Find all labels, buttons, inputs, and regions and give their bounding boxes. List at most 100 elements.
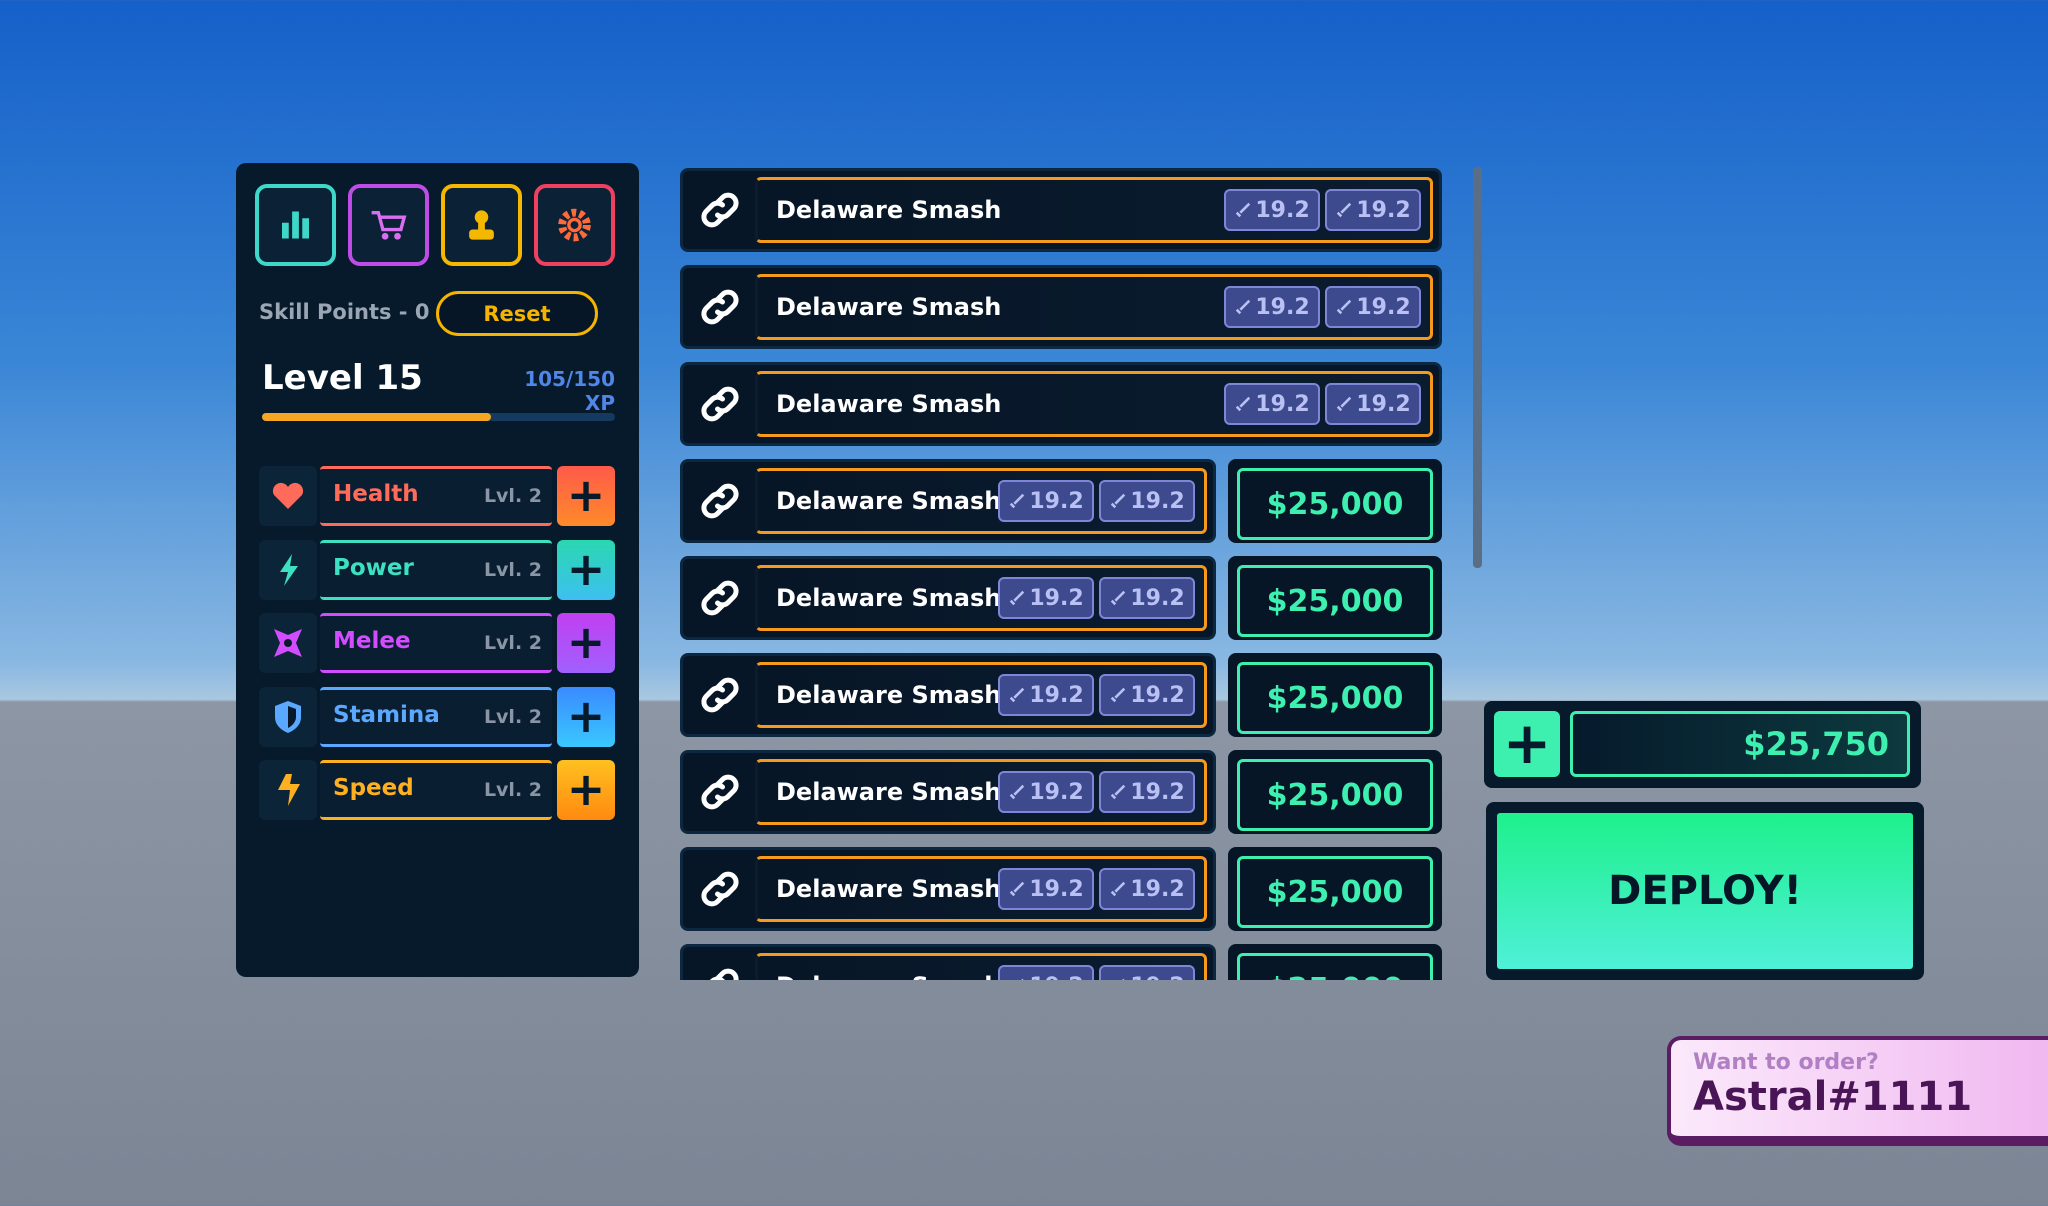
reset-button[interactable]: Reset: [436, 291, 598, 336]
promo-caption: Want to order?: [1693, 1050, 1879, 1075]
toolbar-button[interactable]: [441, 184, 522, 266]
move-name: Delaware Smash: [776, 778, 1002, 806]
stat-icon: [259, 760, 317, 820]
move-name: Delaware Smash: [776, 972, 1001, 980]
move-name: Delaware Smash: [776, 584, 1002, 612]
move-row[interactable]: Delaware Smash 19.2 19.2: [680, 459, 1216, 543]
move-name: Delaware Smash: [776, 875, 1002, 903]
stat-pill: 19.2: [1224, 286, 1320, 328]
stat-bar: [320, 760, 552, 820]
stat-pill: 19.2: [1099, 965, 1195, 980]
stat-value: 19.2: [1130, 876, 1185, 902]
stat-pill: 19.2: [1325, 286, 1421, 328]
upgrade-button[interactable]: +: [557, 613, 615, 673]
skill-points: Skill Points - 0: [259, 300, 430, 324]
price: $25,000: [1237, 468, 1433, 540]
stat-value: 19.2: [1029, 682, 1084, 708]
move-name: Delaware Smash: [776, 196, 1002, 224]
link-icon: [695, 864, 745, 914]
move-row[interactable]: Delaware Smash 19.2 19.2: [680, 362, 1442, 446]
price-box[interactable]: $25,000: [1228, 847, 1442, 931]
price-box[interactable]: $25,000: [1228, 944, 1442, 980]
level: Level 15: [262, 358, 423, 398]
move-row[interactable]: Delaware Smash 19.2 19.2: [680, 168, 1442, 252]
stat-value: 19.2: [1255, 294, 1310, 320]
link-icon: [695, 573, 745, 623]
upgrade-button[interactable]: +: [557, 686, 615, 747]
stat-value: 19.2: [1029, 876, 1084, 902]
move-inner: Delaware Smash 19.2 19.2: [755, 371, 1433, 437]
deploy-button[interactable]: DEPLOY!: [1497, 813, 1913, 969]
stat-icon: [259, 539, 317, 600]
move-inner: Delaware Smash 19.2 19.2: [755, 953, 1207, 980]
stat-value: 19.2: [1029, 488, 1084, 514]
stat-value: 19.2: [1130, 585, 1185, 611]
stat-pill: 19.2: [998, 965, 1094, 980]
stat-pill: 19.2: [1325, 383, 1421, 425]
stat-value: 19.2: [1356, 197, 1411, 223]
price: $25,000: [1237, 662, 1433, 734]
link-icon: [695, 185, 745, 235]
stat-name: Power: [333, 554, 414, 581]
stat-value: 19.2: [1130, 488, 1185, 514]
stat-value: 19.2: [1356, 294, 1411, 320]
toolbar-button[interactable]: [534, 184, 615, 266]
move-name: Delaware Smash: [776, 390, 1002, 418]
stat-value: 19.2: [1255, 391, 1310, 417]
upgrade-button[interactable]: +: [557, 466, 615, 526]
move-inner: Delaware Smash 19.2 19.2: [755, 856, 1207, 922]
move-row[interactable]: Delaware Smash 19.2 19.2: [680, 944, 1216, 980]
price-box[interactable]: $25,000: [1228, 556, 1442, 640]
move-row[interactable]: Delaware Smash 19.2 19.2: [680, 653, 1216, 737]
move-name: Delaware Smash: [776, 487, 1002, 515]
stat-name: Health: [333, 481, 419, 507]
stat-value: 19.2: [1130, 974, 1184, 981]
toolbar-button[interactable]: [255, 184, 336, 266]
stat-value: 19.2: [1029, 779, 1084, 805]
stat-pill: 19.2: [1099, 577, 1195, 619]
add-funds[interactable]: +: [1494, 711, 1560, 777]
stat-name: Stamina: [333, 701, 440, 728]
move-row[interactable]: Delaware Smash 19.2 19.2: [680, 265, 1442, 349]
xp-fill: [262, 413, 491, 421]
price-box[interactable]: $25,000: [1228, 459, 1442, 543]
move-list: Delaware Smash 19.2 19.2 Delaware Smash 19.2…: [680, 166, 1450, 980]
stat-icon: [259, 466, 317, 526]
stat-pill: 19.2: [998, 868, 1094, 910]
link-icon: [695, 767, 745, 817]
stat-bar: [320, 466, 552, 526]
stat-pill: 19.2: [998, 771, 1094, 813]
price: $25,000: [1237, 565, 1433, 637]
stat-bar: [320, 686, 552, 747]
stat-value: 19.2: [1029, 585, 1084, 611]
deploy-frame: DEPLOY!: [1486, 802, 1924, 980]
stat-pill: 19.2: [998, 480, 1094, 522]
stat-value: 19.2: [1255, 197, 1310, 223]
move-inner: Delaware Smash 19.2 19.2: [755, 662, 1207, 728]
scrollbar[interactable]: [1473, 167, 1482, 568]
upgrade-button[interactable]: +: [557, 760, 615, 820]
move-row[interactable]: Delaware Smash 19.2 19.2: [680, 847, 1216, 931]
link-icon: [695, 282, 745, 332]
link-icon: [695, 670, 745, 720]
stat-pill: 19.2: [1224, 189, 1320, 231]
promo-handle: Astral#1111: [1693, 1074, 1973, 1120]
move-row[interactable]: Delaware Smash 19.2 19.2: [680, 750, 1216, 834]
stat-pill: 19.2: [1224, 383, 1320, 425]
link-icon: [695, 476, 745, 526]
toolbar-button[interactable]: [348, 184, 429, 266]
price-box[interactable]: $25,000: [1228, 653, 1442, 737]
price-box[interactable]: $25,000: [1228, 750, 1442, 834]
stat-value: 19.2: [1029, 974, 1083, 981]
stat-value: 19.2: [1130, 779, 1185, 805]
move-name: Delaware Smash: [776, 293, 1002, 321]
upgrade-button[interactable]: +: [557, 539, 615, 600]
stat-pill: 19.2: [998, 577, 1094, 619]
stat-level: Lvl. 2: [483, 779, 542, 801]
balance: $25,750: [1570, 711, 1910, 777]
move-row[interactable]: Delaware Smash 19.2 19.2: [680, 556, 1216, 640]
link-icon: [695, 961, 745, 980]
stat-value: 19.2: [1356, 391, 1411, 417]
stat-icon: [259, 686, 317, 747]
